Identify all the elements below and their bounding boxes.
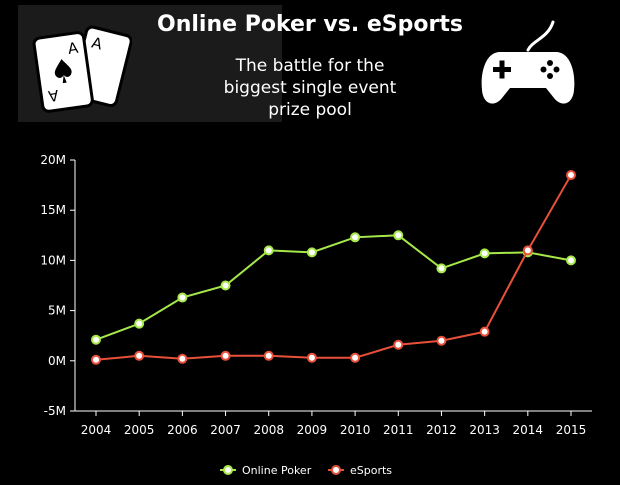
data-point-esports [393, 339, 404, 350]
data-point-esports [479, 326, 490, 337]
data-point-esports [263, 350, 274, 361]
data-point-online-poker [566, 255, 576, 266]
data-point-esports [522, 245, 533, 256]
game-controller-icon [478, 12, 578, 116]
playing-cards-icon: A A A [30, 20, 133, 119]
y-tick-label: -5M [44, 404, 66, 418]
chart-title: Online Poker vs. eSports [157, 12, 463, 37]
data-point-esports [306, 352, 317, 363]
y-tick-label: 15M [40, 203, 66, 217]
x-tick-label: 2011 [383, 423, 414, 437]
subtitle-line: prize pool [268, 100, 352, 120]
data-point-online-poker [91, 334, 101, 345]
svg-text:A: A [67, 39, 80, 58]
x-tick-label: 2006 [167, 423, 198, 437]
x-tick-label: 2007 [210, 423, 241, 437]
y-tick-label: 10M [40, 253, 66, 267]
data-point-esports [566, 170, 576, 181]
legend-marker-esports [331, 465, 341, 475]
data-point-esports [220, 350, 231, 361]
legend-label-esports: eSports [350, 464, 392, 477]
data-point-online-poker [306, 247, 317, 258]
x-tick-label: 2005 [124, 423, 155, 437]
data-point-online-poker [393, 230, 404, 241]
subtitle-line: The battle for the [235, 56, 385, 76]
data-point-esports [350, 352, 361, 363]
x-tick-label: 2013 [469, 423, 500, 437]
y-tick-label: 0M [48, 354, 66, 368]
data-point-esports [436, 335, 447, 346]
data-point-esports [177, 353, 188, 364]
data-point-online-poker [350, 232, 361, 243]
subtitle-line: biggest single event [223, 78, 397, 98]
data-point-online-poker [134, 318, 145, 329]
x-tick-label: 2004 [81, 423, 112, 437]
data-point-online-poker [436, 263, 447, 274]
x-tick-label: 2015 [556, 423, 587, 437]
chart-subtitle: The battle for the biggest single event … [0, 55, 620, 121]
x-tick-label: 2008 [253, 423, 284, 437]
series-line-esports [95, 174, 572, 361]
y-tick-label: 5M [48, 304, 66, 318]
data-point-online-poker [220, 280, 231, 291]
y-tick-label: 20M [40, 153, 66, 167]
data-point-online-poker [177, 292, 188, 303]
x-tick-label: 2009 [297, 423, 328, 437]
x-tick-label: 2014 [513, 423, 544, 437]
data-point-online-poker [479, 248, 490, 259]
data-point-online-poker [263, 245, 274, 256]
series-line-online-poker [95, 234, 572, 341]
legend-label-online-poker: Online Poker [242, 464, 312, 477]
x-tick-label: 2010 [340, 423, 371, 437]
data-point-esports [91, 354, 101, 365]
svg-text:A: A [46, 86, 59, 105]
data-point-esports [134, 350, 145, 361]
legend-marker-online-poker [223, 465, 233, 475]
x-tick-label: 2012 [426, 423, 457, 437]
